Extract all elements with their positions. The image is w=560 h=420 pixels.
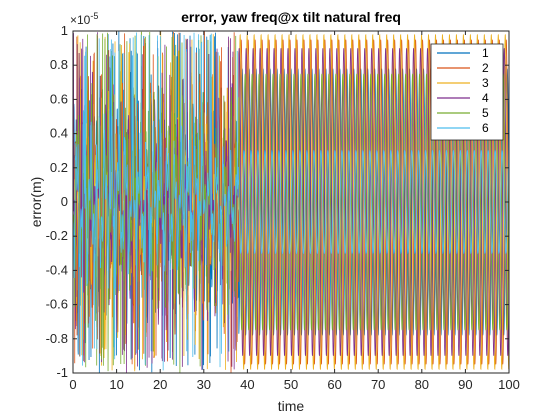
x-axis-label: time	[278, 398, 305, 414]
x-tick-label: 90	[458, 377, 472, 392]
y-tick-label: 0.8	[50, 57, 68, 72]
y-tick-label: -1	[56, 365, 68, 380]
x-tick-label: 80	[415, 377, 429, 392]
y-tick-label: 0.4	[50, 126, 68, 141]
x-tick-label: 20	[153, 377, 167, 392]
x-tick-label: 40	[240, 377, 254, 392]
legend-box	[430, 43, 504, 141]
series-line-6	[73, 32, 509, 371]
y-axis-label: error(m)	[28, 177, 44, 228]
y-tick-label: -0.6	[46, 297, 68, 312]
x-tick-label: 30	[197, 377, 211, 392]
y-tick-label: 0	[61, 194, 68, 209]
chart-title: error, yaw freq@x tilt natural freq	[181, 9, 401, 25]
x-tick-label: 10	[109, 377, 123, 392]
y-tick-label: 0.6	[50, 91, 68, 106]
legend-label-3: 3	[482, 76, 489, 90]
legend-label-6: 6	[482, 121, 489, 135]
legend-label-1: 1	[482, 46, 489, 60]
tick-layer: 0 10 20 30 40 50 60 70 80 90 100-1-0.8-0.6-0.4-0.2…	[46, 23, 520, 392]
y-exponent-power: -5	[90, 11, 98, 21]
y-tick-label: 0.2	[50, 160, 68, 175]
legend-label-4: 4	[482, 91, 489, 105]
x-tick-label: 100	[498, 377, 520, 392]
x-tick-label: 60	[327, 377, 341, 392]
legend-label-5: 5	[482, 106, 489, 120]
x-tick-label: 50	[284, 377, 298, 392]
legend-label-2: 2	[482, 61, 489, 75]
y-tick-label: -0.4	[46, 262, 68, 277]
x-tick-label: 70	[371, 377, 385, 392]
y-tick-label: 1	[61, 23, 68, 38]
y-axis-exponent: ×10-5	[70, 11, 98, 27]
y-tick-label: -0.8	[46, 331, 68, 346]
x-tick-label: 0	[69, 377, 76, 392]
y-exponent-base: ×10	[70, 13, 91, 27]
y-tick-label: -0.2	[46, 228, 68, 243]
